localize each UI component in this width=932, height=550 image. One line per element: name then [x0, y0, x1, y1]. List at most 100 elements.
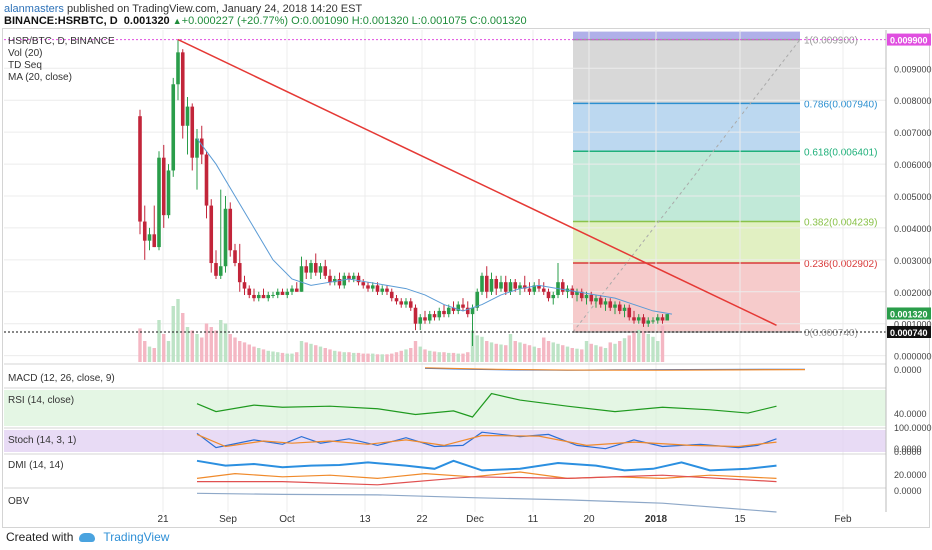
candle-body: [351, 275, 356, 279]
y-tick-label: 0.006000: [894, 160, 932, 170]
candle-body: [237, 263, 242, 283]
candle-body: [475, 291, 480, 308]
symbol-label: BINANCE:HSRBTC, D: [4, 15, 118, 27]
candle-body: [171, 84, 176, 171]
tradingview-brand[interactable]: TradingView: [103, 530, 170, 544]
candle-body: [375, 285, 380, 292]
fib-label-0: 0(0.000740): [804, 328, 858, 339]
volume-bar: [513, 341, 517, 362]
volume-bar: [461, 353, 465, 362]
candle-body: [451, 307, 456, 311]
volume-bar: [361, 353, 365, 362]
volume-bar: [337, 351, 342, 362]
high-price-label: 0.009900: [890, 36, 928, 46]
candle-body: [465, 307, 470, 315]
volume-bar: [641, 331, 646, 362]
author-link[interactable]: alanmasters: [4, 3, 64, 15]
candle-body: [233, 250, 237, 264]
ma-line: [196, 138, 673, 315]
dmi-adx-line: [196, 459, 777, 472]
fibonacci-retracement: 1(0.009900) 0.786(0.007940) 0.618(0.006401…: [572, 31, 877, 339]
candles: [138, 39, 670, 347]
volume-bar: [428, 350, 432, 362]
candle-body: [256, 294, 261, 299]
candle-body: [579, 291, 584, 299]
candle-body: [527, 288, 532, 292]
volume-bar: [470, 330, 475, 362]
y-tick-label: 0.002000: [894, 288, 932, 298]
candle-body: [404, 301, 408, 305]
candle-body: [551, 294, 556, 299]
candle-body: [209, 205, 214, 264]
volume-bar: [423, 349, 427, 362]
dmi-label: DMI (14, 14): [8, 460, 64, 471]
volume-bars: [138, 299, 665, 362]
y-tick-label: 0.001000: [894, 320, 932, 330]
obv-axis-label: 0.0000: [894, 486, 922, 496]
volume-bar: [375, 354, 380, 362]
volume-bar: [280, 352, 285, 362]
chart-frame: [2, 28, 930, 528]
volume-bar: [228, 334, 232, 362]
volume-bar: [271, 351, 275, 362]
candle-body: [494, 279, 499, 289]
y-tick-label: 0.004000: [894, 224, 932, 234]
candle-body: [570, 288, 575, 295]
rsi-label: RSI (14, close): [8, 395, 74, 406]
axes: 0.000000 0.001000 0.002000 0.003000 0.004000…: [157, 30, 932, 525]
trend-lines: [4, 38, 886, 333]
candle-body: [157, 157, 161, 248]
volume-bar: [409, 348, 413, 362]
candle-body: [161, 157, 166, 216]
candle-body: [655, 317, 660, 321]
legend-td-seq: TD Seq: [8, 60, 42, 71]
y-tick-label: 0.009000: [894, 64, 932, 74]
fib-label-0.382: 0.382(0.004239): [804, 218, 877, 229]
volume-bar: [508, 334, 513, 362]
volume-bar: [247, 344, 251, 362]
volume-bar: [537, 348, 541, 362]
tradingview-logo-icon: [79, 533, 96, 543]
candle-body: [518, 285, 522, 289]
volume-bar: [413, 341, 418, 362]
candle-body: [641, 317, 646, 324]
publish-line: alanmasters published on TradingView.com…: [4, 3, 362, 15]
candle-body: [347, 275, 351, 279]
volume-bar: [380, 354, 384, 362]
candle-body: [432, 314, 437, 318]
volume-bar: [475, 335, 479, 362]
volume-bar: [399, 350, 403, 362]
volume-bar: [185, 327, 190, 362]
volume-bar: [181, 313, 185, 362]
volume-bar: [504, 345, 508, 362]
candle-body: [294, 288, 299, 292]
candle-body: [199, 138, 204, 155]
candle-body: [214, 263, 218, 276]
candle-body: [176, 52, 180, 85]
candle-body: [503, 282, 508, 292]
volume-bar: [546, 341, 551, 362]
candle-body: [546, 291, 551, 299]
candle-body: [470, 307, 475, 315]
obv-line: [196, 492, 777, 513]
candle-body: [275, 291, 280, 295]
candle-body: [332, 279, 337, 283]
volume-bar: [333, 350, 337, 362]
volume-bar: [385, 354, 389, 362]
stoch-axis-label: 0.0000: [894, 444, 922, 454]
volume-bar: [660, 325, 665, 362]
volume-bar: [575, 348, 579, 362]
candle-body: [266, 294, 271, 299]
candle-body: [337, 279, 342, 286]
created-with-label: Created with: [6, 530, 74, 544]
candle-body: [204, 154, 209, 206]
volume-bar: [594, 345, 598, 362]
volume-bar: [523, 343, 527, 362]
last-price-label: 0.001320: [890, 309, 928, 319]
volume-bar: [304, 342, 308, 362]
volume-bar: [295, 352, 299, 362]
fib-band-1: [573, 39, 800, 104]
candle-body: [408, 301, 413, 308]
x-tick-label: Oct: [279, 514, 295, 525]
